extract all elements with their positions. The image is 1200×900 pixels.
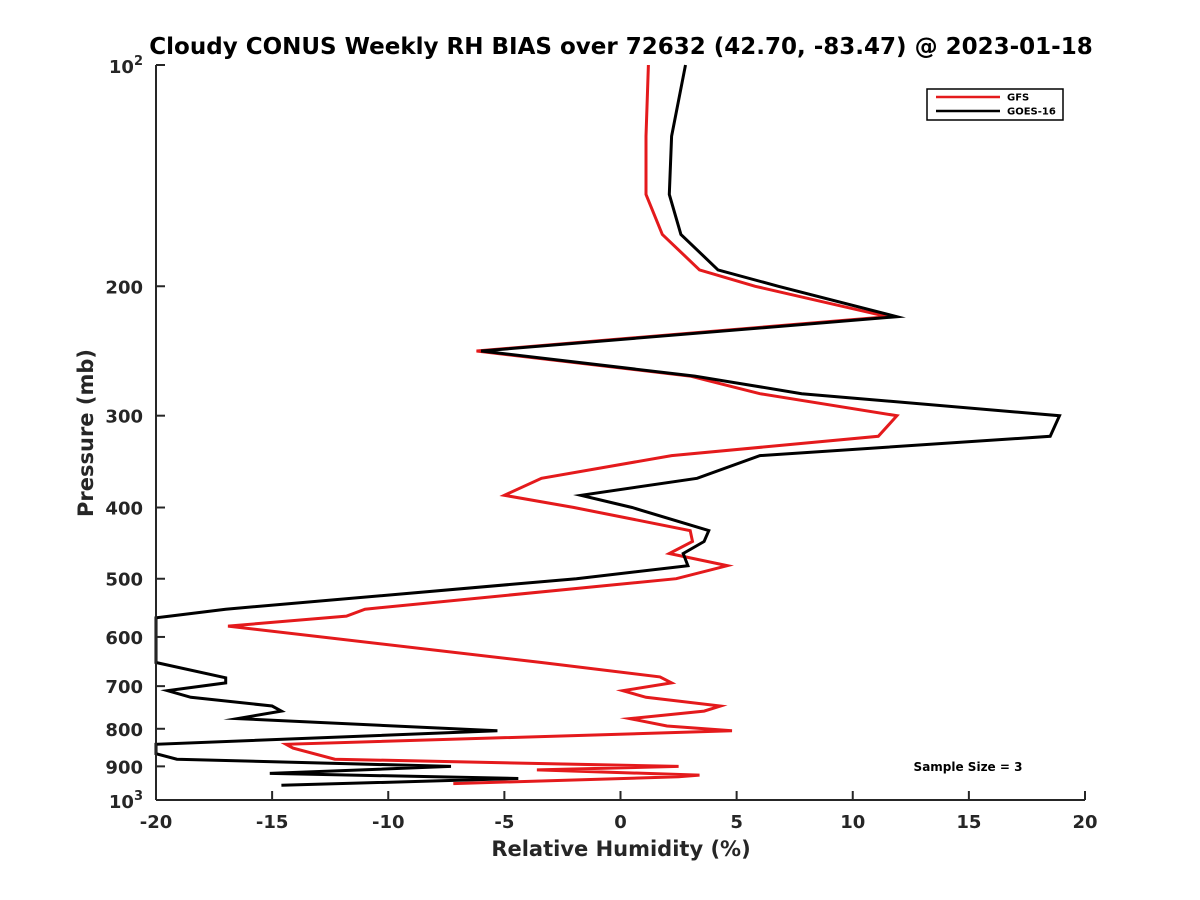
axes-layer: -20 -15 -10 -5 0 5 10 15 20 102 200 300 400 500 600 700… [105,54,1097,833]
legend: GFS GOES-16 [926,88,1064,121]
legend-label: GOES-16 [1007,107,1056,118]
legend-box [926,88,1064,121]
sample-size-annotation: Sample Size = 3 [914,760,1023,774]
y-tick-label: 600 [105,628,143,649]
y-tick-label: 400 [105,499,143,520]
x-tick-label: -10 [372,812,405,833]
x-tick-label: 10 [840,812,865,833]
x-tick-label: 20 [1072,812,1097,833]
series-line-goes-16 [154,64,1062,787]
x-tick-label: -15 [256,812,289,833]
x-tick-label: 0 [614,812,627,833]
y-axis-label: Pressure (mb) [74,349,98,517]
y-tick-label: 500 [105,570,143,591]
y-tick-label: 103 [109,789,143,813]
y-tick-label: 700 [105,677,143,698]
y-tick-label: 300 [105,407,143,428]
chart-title: Cloudy CONUS Weekly RH BIAS over 72632 (… [149,34,1092,60]
y-tick-label: 800 [105,720,143,741]
x-tick-label: 5 [730,812,743,833]
y-tick-label: 102 [109,54,143,78]
legend-label: GFS [1007,93,1029,104]
series-layer [154,64,1062,787]
x-tick-label: -20 [140,812,173,833]
series-line-gfs [227,64,900,786]
y-tick-label: 900 [105,757,143,778]
x-tick-label: -5 [494,812,514,833]
x-tick-label: 15 [956,812,981,833]
y-tick-label: 200 [105,277,143,298]
x-axis-label: Relative Humidity (%) [491,837,750,861]
